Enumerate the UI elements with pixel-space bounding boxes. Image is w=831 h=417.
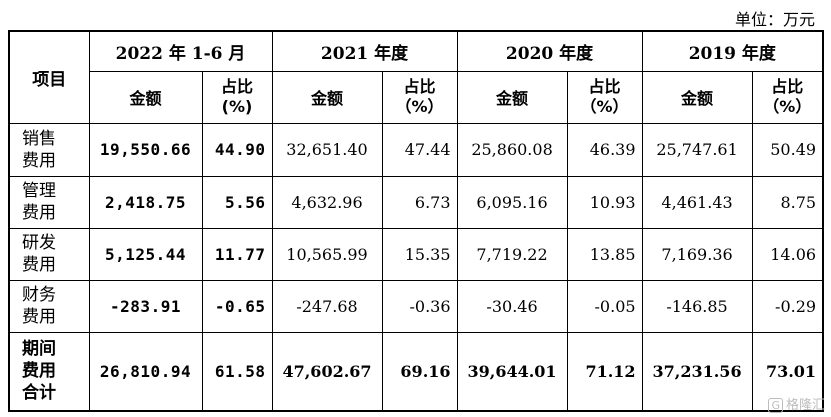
cell-value: 26,810.94 [88,331,203,412]
watermark: G 格隆汇 [768,394,825,413]
cell-value: 4,461.43 [641,175,753,229]
header-period-2022h1: 2022 年 1-6 月 [88,30,273,72]
table-row: 研发 费用 5,125.44 11.77 10,565.99 15.35 7,71… [8,227,824,281]
header-period-2019: 2019 年度 [641,30,824,72]
watermark-logo-icon: G [768,398,783,413]
cell-value: -146.85 [641,279,753,333]
cell-value: 71.12 [566,331,643,412]
cell-value: -30.46 [456,279,568,333]
cell-value: 37,231.56 [641,331,753,412]
expense-table: 项目 2022 年 1-6 月 2021 年度 2020 年度 2019 年度 … [8,30,825,412]
watermark-text: 格隆汇 [785,398,825,413]
header-period-2021: 2021 年度 [271,30,458,72]
header-amount: 金额 [641,70,753,124]
cell-value: -0.36 [381,279,458,333]
row-label: 研发 费用 [8,227,90,281]
header-amount: 金额 [88,70,203,124]
cell-value: 6,095.16 [456,175,568,229]
cell-value: -0.29 [751,279,824,333]
table-row: 销售 费用 19,550.66 44.90 32,651.40 47.44 25,… [8,122,824,177]
row-label: 销售 费用 [8,122,90,177]
cell-value: 19,550.66 [88,122,203,177]
cell-value: -283.91 [88,279,203,333]
cell-value: -247.68 [271,279,383,333]
table-row-total: 期间 费用 合计 26,810.94 61.58 47,602.67 69.16 3… [8,331,824,412]
row-label: 管理 费用 [8,175,90,229]
header-amount: 金额 [271,70,383,124]
cell-value: 61.58 [201,331,273,412]
row-label: 期间 费用 合计 [8,331,90,412]
unit-label: 单位：万元 [734,10,815,29]
cell-value: 10,565.99 [271,227,383,281]
cell-value: 47.44 [381,122,458,177]
cell-value: 69.16 [381,331,458,412]
header-amount: 金额 [456,70,568,124]
cell-value: 46.39 [566,122,643,177]
cell-value: 5.56 [201,175,273,229]
row-label: 财务 费用 [8,279,90,333]
cell-value: 15.35 [381,227,458,281]
cell-value: 2,418.75 [88,175,203,229]
cell-value: 13.85 [566,227,643,281]
cell-value: 50.49 [751,122,824,177]
cell-value: 32,651.40 [271,122,383,177]
table-row: 管理 费用 2,418.75 5.56 4,632.96 6.73 6,095.1… [8,175,824,229]
header-ratio: 占比 (%) [201,70,273,124]
cell-value: 7,719.22 [456,227,568,281]
cell-value: 4,632.96 [271,175,383,229]
cell-value: 11.77 [201,227,273,281]
cell-value: 8.75 [751,175,824,229]
cell-value: 25,860.08 [456,122,568,177]
cell-value: -0.65 [201,279,273,333]
cell-value: 73.01 [751,331,824,412]
cell-value: 44.90 [201,122,273,177]
header-ratio: 占比 （%） [381,70,458,124]
cell-value: -0.05 [566,279,643,333]
table-row: 财务 费用 -283.91 -0.65 -247.68 -0.36 -30.46 … [8,279,824,333]
header-item: 项目 [8,30,90,124]
header-ratio: 占比 （%） [566,70,643,124]
cell-value: 47,602.67 [271,331,383,412]
cell-value: 7,169.36 [641,227,753,281]
cell-value: 39,644.01 [456,331,568,412]
header-ratio: 占比 （%） [751,70,824,124]
cell-value: 5,125.44 [88,227,203,281]
cell-value: 6.73 [381,175,458,229]
header-period-2020: 2020 年度 [456,30,643,72]
cell-value: 25,747.61 [641,122,753,177]
cell-value: 10.93 [566,175,643,229]
cell-value: 14.06 [751,227,824,281]
